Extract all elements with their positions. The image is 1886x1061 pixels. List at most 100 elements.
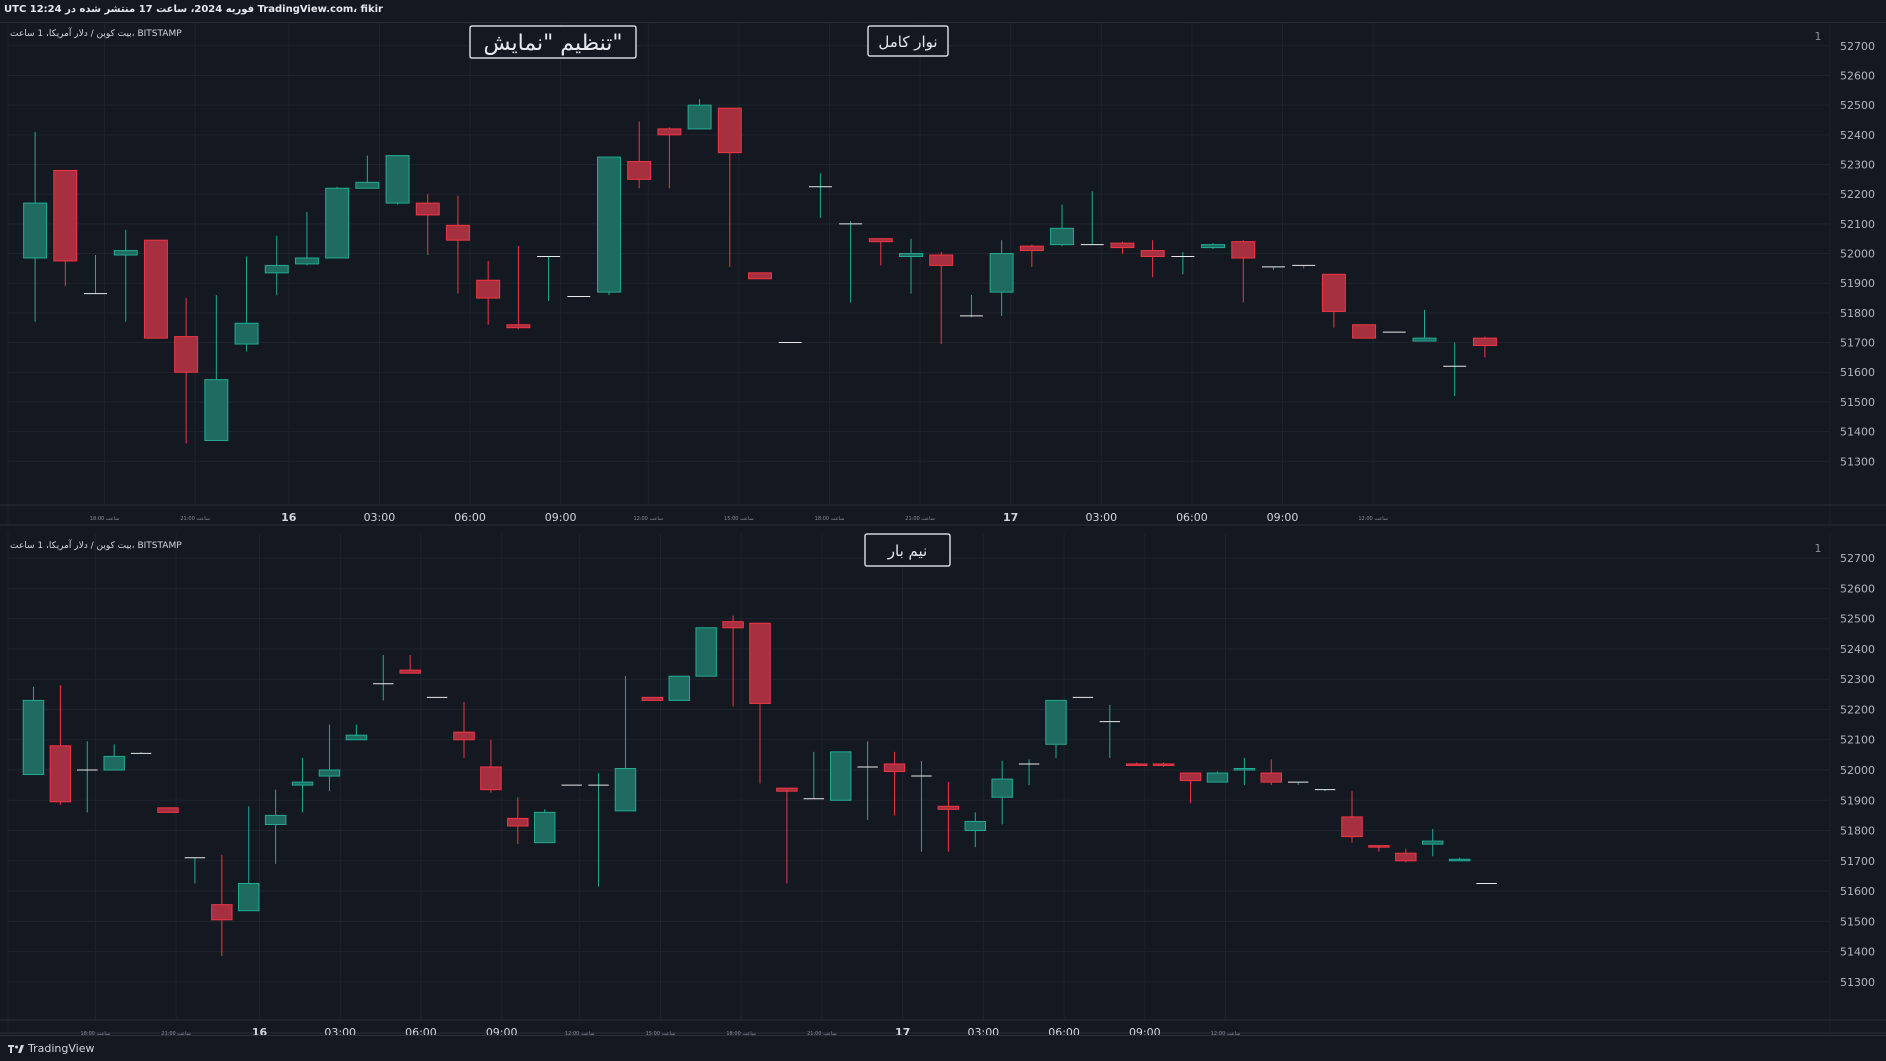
candle[interactable]: [476, 260, 501, 325]
candle[interactable]: [959, 295, 983, 318]
candle[interactable]: [130, 751, 152, 754]
candle[interactable]: [1321, 273, 1346, 328]
candle[interactable]: [1287, 781, 1309, 786]
candle[interactable]: [264, 789, 287, 864]
tradingview-logo[interactable]: TradingView: [8, 1042, 94, 1055]
candle[interactable]: [1472, 336, 1497, 358]
candle[interactable]: [830, 751, 852, 801]
candle[interactable]: [1233, 757, 1256, 786]
candle[interactable]: [687, 99, 712, 130]
candle[interactable]: [1126, 762, 1148, 766]
candle[interactable]: [1045, 699, 1067, 758]
candle[interactable]: [1231, 240, 1256, 303]
candle[interactable]: [1395, 848, 1417, 863]
candle[interactable]: [49, 685, 72, 805]
candle[interactable]: [480, 739, 502, 793]
candle[interactable]: [84, 255, 107, 295]
candle[interactable]: [899, 238, 923, 294]
candle[interactable]: [77, 741, 98, 813]
candle[interactable]: [1412, 309, 1437, 342]
candle[interactable]: [1314, 789, 1336, 792]
candle[interactable]: [1341, 791, 1363, 843]
candle[interactable]: [1292, 264, 1316, 269]
candle[interactable]: [857, 741, 878, 820]
candle[interactable]: [597, 156, 621, 296]
candle[interactable]: [211, 854, 233, 957]
candle[interactable]: [238, 806, 260, 912]
candle[interactable]: [355, 155, 380, 189]
candle[interactable]: [868, 238, 893, 266]
candle[interactable]: [143, 239, 168, 339]
candle[interactable]: [157, 807, 179, 813]
candle[interactable]: [1448, 857, 1471, 862]
candle[interactable]: [385, 155, 410, 205]
candle[interactable]: [776, 787, 798, 884]
candle[interactable]: [1422, 829, 1444, 857]
candle[interactable]: [22, 686, 45, 776]
candle[interactable]: [103, 744, 125, 771]
candle[interactable]: [453, 701, 475, 758]
candle[interactable]: [534, 809, 556, 844]
candle[interactable]: [749, 622, 771, 784]
candle[interactable]: [1019, 244, 1044, 267]
candle[interactable]: [1140, 240, 1165, 278]
candle[interactable]: [641, 696, 664, 701]
candle[interactable]: [53, 169, 78, 287]
candle[interactable]: [415, 194, 440, 256]
candle[interactable]: [1368, 845, 1390, 852]
candle[interactable]: [668, 675, 690, 701]
candle[interactable]: [1110, 241, 1135, 254]
candle[interactable]: [1050, 204, 1075, 247]
candle[interactable]: [318, 724, 341, 792]
candle[interactable]: [964, 812, 986, 848]
candle[interactable]: [445, 195, 470, 294]
candle[interactable]: [204, 295, 229, 441]
candle[interactable]: [23, 131, 48, 322]
candle[interactable]: [627, 121, 652, 189]
candle[interactable]: [1206, 771, 1229, 783]
candle[interactable]: [1171, 252, 1195, 275]
candle[interactable]: [1201, 243, 1226, 250]
candle[interactable]: [657, 127, 682, 189]
candle[interactable]: [345, 724, 368, 741]
candle[interactable]: [695, 627, 717, 677]
candle[interactable]: [399, 655, 421, 674]
candle[interactable]: [325, 186, 350, 259]
candle[interactable]: [234, 256, 259, 352]
candle[interactable]: [1179, 772, 1202, 804]
candle[interactable]: [1152, 762, 1175, 767]
candle[interactable]: [1260, 759, 1282, 786]
candle[interactable]: [722, 615, 744, 707]
candle[interactable]: [989, 240, 1014, 316]
candle[interactable]: [803, 751, 825, 800]
candle[interactable]: [506, 246, 531, 330]
candle[interactable]: [1080, 191, 1104, 246]
candle[interactable]: [184, 857, 206, 884]
candle[interactable]: [1352, 324, 1377, 339]
candle[interactable]: [537, 256, 561, 302]
candle[interactable]: [294, 211, 319, 266]
candle[interactable]: [1099, 704, 1121, 758]
candle[interactable]: [937, 782, 960, 852]
candle[interactable]: [264, 235, 289, 296]
candle[interactable]: [291, 757, 314, 813]
candle[interactable]: [1443, 342, 1467, 396]
candle[interactable]: [373, 655, 394, 701]
chart-pane-1[interactable]: 52700 52600 52500 52400 52300 52200 52100 52000…: [0, 22, 1886, 526]
candle[interactable]: [839, 220, 863, 303]
candle[interactable]: [883, 751, 906, 816]
candle[interactable]: [1261, 266, 1285, 270]
candle[interactable]: [748, 272, 772, 280]
candle[interactable]: [1018, 759, 1040, 786]
candle[interactable]: [113, 229, 138, 322]
candle[interactable]: [507, 797, 529, 845]
candle[interactable]: [808, 173, 832, 218]
candle[interactable]: [614, 676, 637, 812]
candle[interactable]: [588, 773, 609, 887]
candle[interactable]: [174, 298, 199, 444]
candle[interactable]: [929, 252, 954, 345]
candle[interactable]: [911, 760, 932, 852]
chart-pane-2[interactable]: 52700 52600 52500 52400 52300 52200 52100 52000…: [0, 533, 1886, 1039]
candle[interactable]: [717, 107, 742, 267]
